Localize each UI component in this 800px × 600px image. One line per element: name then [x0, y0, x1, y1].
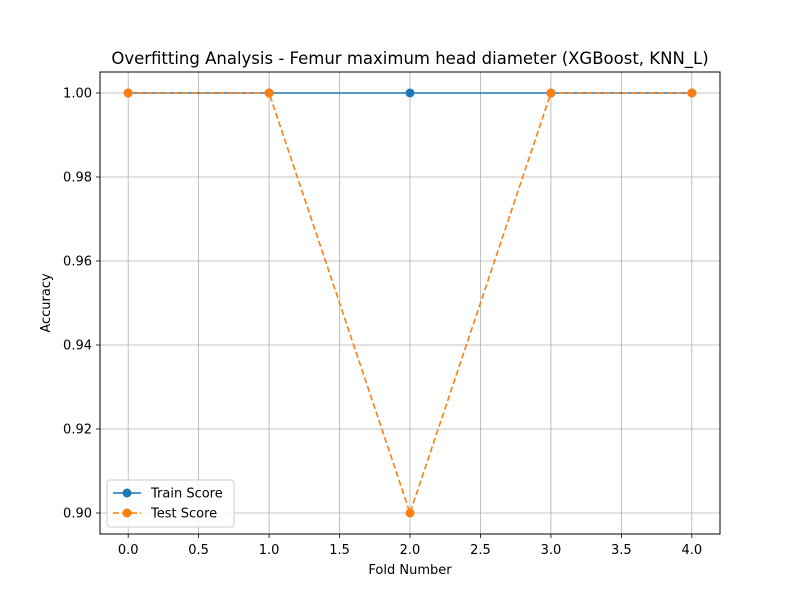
x-tick-label: 2.0	[400, 543, 421, 558]
y-tick-label: 1.00	[63, 87, 92, 102]
legend-box	[106, 479, 235, 528]
legend-marker-train-score	[122, 488, 132, 498]
legend: Train Score Test Score	[106, 479, 235, 528]
chart-title: Overfitting Analysis - Femur maximum hea…	[111, 49, 708, 69]
y-tick-label: 0.98	[63, 171, 92, 186]
x-tick-label: 0.5	[188, 543, 209, 558]
y-tick-label: 0.90	[63, 507, 92, 522]
legend-label-test-score: Test Score	[150, 507, 217, 522]
x-tick-label: 1.5	[329, 543, 350, 558]
y-tick-label: 0.96	[63, 255, 92, 270]
y-tick-label: 0.92	[63, 423, 92, 438]
series-layer	[123, 88, 697, 518]
test-score-point	[405, 508, 415, 518]
test-score-line	[128, 92, 692, 516]
x-tick-label: 2.5	[470, 543, 491, 558]
y-axis-label: Accuracy	[39, 273, 54, 333]
test-score-point	[264, 88, 274, 98]
tick-layer: 0.0 0.5 1.0 1.5 2.0 2.5 3.0 3.5 4.0 0.90 0.92 0.94 0…	[63, 87, 702, 559]
x-tick-label: 4.0	[681, 543, 702, 558]
x-tick-label: 3.5	[611, 543, 632, 558]
x-axis-label: Fold Number	[368, 563, 452, 578]
y-tick-label: 0.94	[63, 339, 92, 354]
train-score-point	[405, 88, 415, 98]
legend-label-train-score: Train Score	[150, 487, 223, 502]
test-score-point	[123, 88, 133, 98]
x-tick-label: 1.0	[259, 543, 280, 558]
test-score-point	[546, 88, 556, 98]
x-tick-label: 3.0	[541, 543, 562, 558]
x-tick-label: 0.0	[118, 543, 139, 558]
legend-marker-test-score	[122, 508, 132, 518]
test-score-point	[687, 88, 697, 98]
